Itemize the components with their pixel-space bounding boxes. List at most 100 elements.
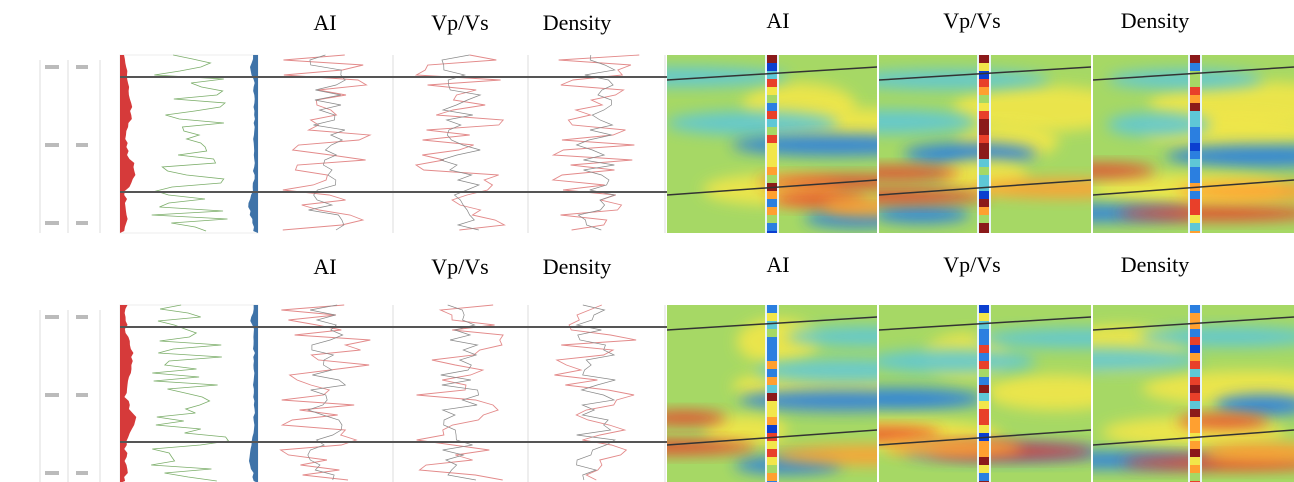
section-anomaly [879,166,960,181]
well-log-block [767,305,777,313]
depth-tick [45,143,59,147]
log-track-label: Vp/Vs [431,10,488,35]
well-log-block [979,167,989,175]
horizon [667,179,877,196]
horizon [879,429,1091,446]
depth-tick [45,221,59,225]
well-log-block [1190,329,1200,337]
log-track-label: Density [543,10,611,35]
section-label: Density [1121,8,1189,33]
well-log-block [1190,191,1200,199]
well-log-block [767,449,777,457]
well-log-block [979,369,989,377]
well-log-block [1190,449,1200,457]
section-anomaly [879,387,985,410]
inversion-section [879,305,1091,482]
well-log-block [1190,55,1200,63]
well-log-block [767,361,777,369]
well-log-block [1190,425,1200,433]
well-log-block [767,87,777,95]
well-log-block [767,103,777,111]
well-log-block [767,329,777,337]
well-log-block [979,175,989,183]
inversion-section [1093,55,1294,233]
well-log-block [979,449,989,457]
gamma-track [119,54,259,234]
well-log-block [979,465,989,473]
well-log-block [767,215,777,223]
well-log-block [1190,151,1200,159]
section-anomaly [1093,163,1156,178]
well-log-block [767,425,777,433]
log-track-label: AI [313,254,336,279]
log-curve-measured [551,54,640,231]
section-anomaly [879,109,979,134]
depth-tick [45,393,59,397]
well-log-block [979,95,989,103]
section-anomaly [879,205,971,224]
well-log-block [1190,79,1200,87]
well-log-block [767,207,777,215]
section-anomaly [786,326,877,347]
well-log-block [767,119,777,127]
gamma-fill-blue [248,55,258,233]
depth-tick [76,143,88,147]
well-log-block [1190,401,1200,409]
gamma-fill-blue [248,305,258,482]
well-log-block [979,135,989,143]
section-anomaly [1118,205,1294,221]
section-label: Vp/Vs [943,8,1000,33]
well-log-block [1190,353,1200,361]
well-log-block [1190,441,1200,449]
well-log-block [979,329,989,337]
well-log-block [1190,95,1200,103]
well-log-block [979,441,989,449]
well-log-block [767,135,777,143]
well-log-block [1190,465,1200,473]
horizon [1093,66,1294,81]
section-anomaly [1214,394,1294,417]
well-log-block [767,79,777,87]
section-anomaly [1139,326,1294,347]
log-curve-measured [282,54,372,231]
well-log-block [767,377,777,385]
depth-tick [76,315,88,319]
well-log-block [979,223,989,231]
well-log-block [979,79,989,87]
well-log-block [767,143,777,151]
depth-tick [45,471,59,475]
well-log-block [767,151,777,159]
log-track-label: Density [543,254,611,279]
section-anomaly [969,178,1091,199]
section-label: Vp/Vs [943,252,1000,277]
horizon [879,316,1091,331]
well-log-block [767,175,777,183]
well-log-block [767,393,777,401]
depth-tick [76,65,88,69]
well-log-block [767,111,777,119]
well-log-block [979,215,989,223]
well-log-block [767,167,777,175]
well-log-block [767,321,777,329]
well-log-block [767,473,777,481]
well-log-block [979,321,989,329]
well-log-block [979,417,989,425]
well-log-block [979,313,989,321]
well-log-block [1190,111,1200,119]
section-anomaly [758,174,877,189]
horizon [1093,179,1294,196]
well-log-block [1190,409,1200,417]
well-log-block [1190,337,1200,345]
horizon [879,179,1091,196]
well-log-block [1190,135,1200,143]
well-log-block [1190,167,1200,175]
well-log-block [979,473,989,481]
well-log-block [979,159,989,167]
well-log-block [1190,143,1200,151]
well-log-block [767,199,777,207]
well-log-block [1190,313,1200,321]
horizon [1093,316,1294,331]
depth-tick [76,393,88,397]
inversion-section [667,305,877,482]
gamma-curve [151,54,228,232]
